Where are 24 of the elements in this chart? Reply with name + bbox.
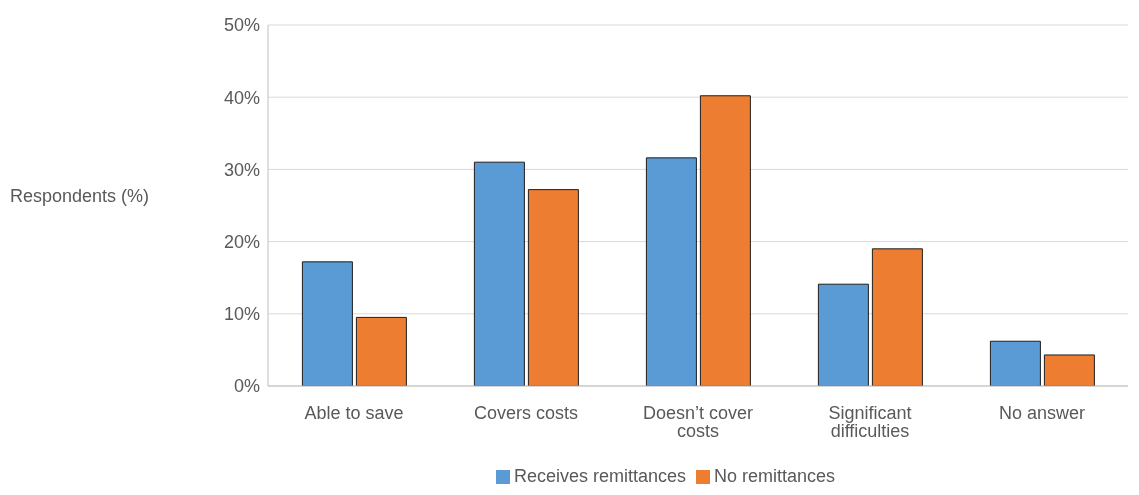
bar: [699, 95, 751, 386]
bar: [301, 261, 353, 386]
x-tick-label: Able to save: [304, 402, 404, 423]
bar: [817, 283, 869, 386]
x-tick-label: No answer: [998, 402, 1086, 423]
y-tick-label: 40%: [223, 87, 260, 108]
x-tick-label: Doesn’t cover costs: [642, 402, 754, 441]
bar: [871, 248, 923, 386]
legend-label: No remittances: [714, 466, 836, 486]
y-tick-label: 20%: [223, 231, 260, 252]
bar: [989, 340, 1041, 386]
x-tick-label: Significant difficulties: [828, 402, 912, 441]
bar: [355, 316, 407, 386]
y-tick-label: 0%: [233, 376, 260, 397]
y-tick-label: 50%: [223, 15, 260, 36]
y-axis-title: Respondents (%): [10, 186, 150, 207]
y-tick-label: 10%: [223, 304, 260, 325]
bar: [645, 157, 697, 386]
bar: [527, 189, 579, 386]
y-tick-label: 30%: [223, 159, 260, 180]
legend-label: Receives remittances: [513, 466, 687, 486]
bar: [473, 161, 525, 386]
x-tick-label: Covers costs: [473, 402, 579, 423]
bar: [1043, 354, 1095, 386]
